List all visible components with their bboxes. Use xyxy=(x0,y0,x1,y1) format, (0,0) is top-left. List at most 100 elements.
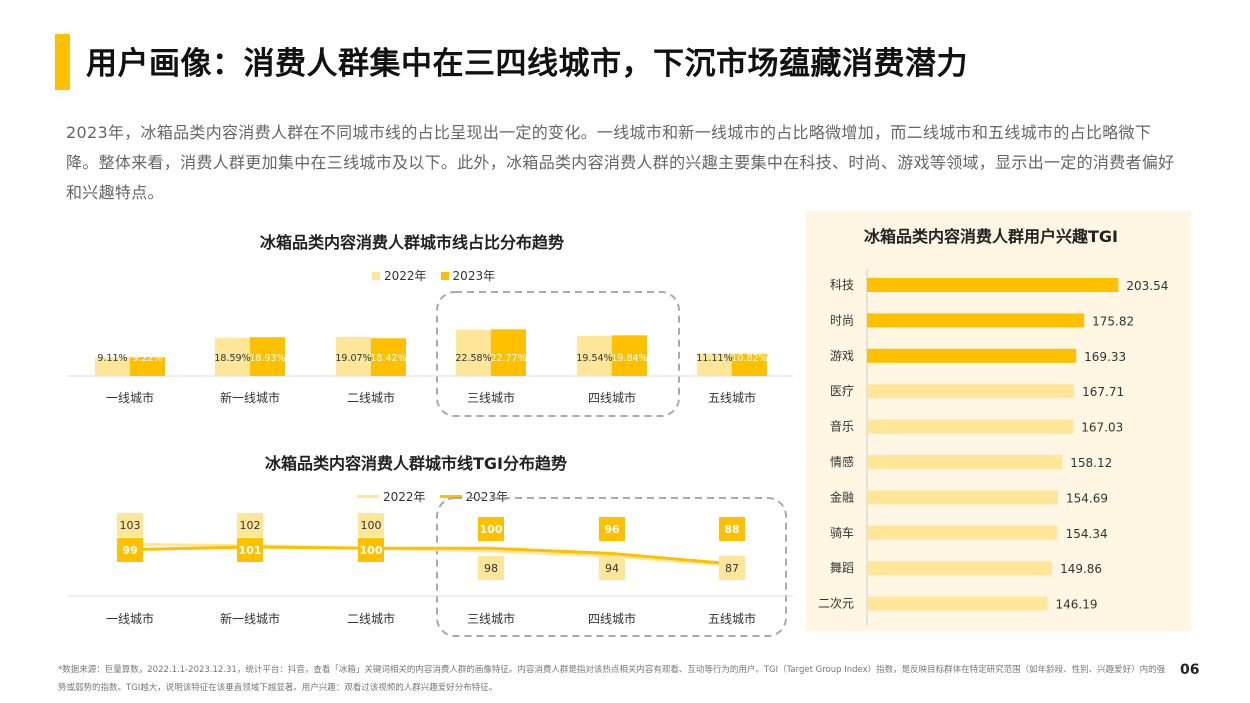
y-tick-label: 情感 xyxy=(830,454,854,469)
tgi-label-2022年-新一线城市: 102 xyxy=(240,519,261,532)
interest-bar-科技 xyxy=(867,278,1119,292)
y-tick-label: 医疗 xyxy=(830,384,854,398)
bar-label-2023年-一线城市: 9.22% xyxy=(132,353,162,364)
tgi-label-2022年-二线城市: 100 xyxy=(361,519,382,532)
y-tick-label: 骑车 xyxy=(830,525,854,540)
interest-tgi-bar-chart: 科技 203.54 时尚 175.82 游戏 169.33 医疗 167.71 音乐 167.03… xyxy=(818,269,1168,626)
bar-2022年-一线城市 xyxy=(95,357,130,376)
chart1-title: 冰箱品类内容消费人群城市线占比分布趋势 xyxy=(260,233,565,252)
y-tick-label: 金融 xyxy=(830,489,854,504)
tgi-label-2023年-一线城市: 99 xyxy=(122,544,137,557)
chart2-legend-2023-label: 2023年 xyxy=(465,490,509,504)
y-tick-label: 时尚 xyxy=(830,313,854,327)
chart2-legend-2023: 2023年 xyxy=(439,488,509,505)
bar-2022年-新一线城市 xyxy=(215,337,250,376)
x-tick-label: 四线城市 xyxy=(588,390,636,405)
interest-bar-骑车 xyxy=(867,525,1058,540)
tgi-box-2023年-三线城市 xyxy=(478,517,504,541)
chart2-title: 冰箱品类内容消费人群城市线TGI分布趋势 xyxy=(265,454,568,473)
bar-label-2022年-一线城市: 9.11% xyxy=(97,353,127,364)
chart2-legend-2022: 2022年 xyxy=(357,488,426,505)
tgi-label-2023年-二线城市: 100 xyxy=(360,544,383,557)
tgi-box-2023年-四线城市 xyxy=(599,517,625,541)
bar-label-2023年-新一线城市: 18.93% xyxy=(249,353,285,364)
x-tick-label: 五线城市 xyxy=(708,390,756,405)
chart1-legend-2022: 2022年 xyxy=(372,267,427,284)
bar-label-2023年-四线城市: 19.84% xyxy=(611,353,647,364)
interest-value-label: 169.33 xyxy=(1084,350,1126,364)
bar-label-2023年-三线城市: 22.77% xyxy=(490,353,526,364)
legend-line-2022 xyxy=(357,495,379,498)
bar-2022年-二线城市 xyxy=(336,336,371,376)
chart3-title: 冰箱品类内容消费人群用户兴趣TGI xyxy=(864,227,1119,246)
chart1-legend-2023-label: 2023年 xyxy=(452,269,496,283)
x-tick-label: 五线城市 xyxy=(708,611,756,626)
tgi-box-2022年-新一线城市 xyxy=(237,513,263,537)
interest-value-label: 149.86 xyxy=(1060,562,1102,576)
tgi-label-2022年-三线城市: 98 xyxy=(484,562,498,575)
interest-value-label: 154.34 xyxy=(1066,527,1108,541)
interest-bar-情感 xyxy=(867,455,1063,469)
interest-value-label: 154.69 xyxy=(1066,491,1108,505)
bar-2022年-三线城市 xyxy=(456,329,491,376)
interest-panel: 冰箱品类内容消费人群用户兴趣TGI 科技 203.54 时尚 175.82 游戏 169.… xyxy=(806,211,1191,631)
interest-value-label: 167.71 xyxy=(1082,385,1124,399)
x-tick-label: 三线城市 xyxy=(467,390,515,405)
tgi-box-2022年-一线城市 xyxy=(117,513,143,537)
legend-line-2023 xyxy=(439,495,462,498)
x-tick-label: 四线城市 xyxy=(588,611,636,626)
tgi-label-2022年-四线城市: 94 xyxy=(605,562,619,575)
bar-2023年-四线城市 xyxy=(612,335,647,376)
y-tick-label: 游戏 xyxy=(830,349,854,363)
footnote: *数据来源：巨量算数，2022.1.1-2023.12.31，统计平台：抖音，查… xyxy=(58,665,1166,693)
interest-bar-二次元 xyxy=(867,596,1048,611)
page-number: 06 xyxy=(1180,662,1200,678)
chart2-legend-2022-label: 2022年 xyxy=(383,490,426,504)
bar-label-2022年-四线城市: 19.54% xyxy=(576,353,612,364)
tgi-box-2022年-三线城市 xyxy=(478,556,504,580)
title-accent-bar xyxy=(55,34,70,90)
tgi-label-2023年-三线城市: 100 xyxy=(480,523,503,536)
page-title: 用户画像：消费人群集中在三四线城市，下沉市场蕴藏消费潜力 xyxy=(86,46,968,82)
line-2023年 xyxy=(129,545,733,566)
tgi-label-2023年-四线城市: 96 xyxy=(604,523,620,536)
interest-value-label: 158.12 xyxy=(1070,456,1112,470)
interest-bar-音乐 xyxy=(867,419,1074,434)
bar-label-2023年-五线城市: 10.82% xyxy=(731,353,767,364)
tgi-box-2022年-二线城市 xyxy=(358,513,384,537)
x-tick-label: 新一线城市 xyxy=(220,611,280,626)
y-tick-label: 科技 xyxy=(830,278,854,292)
city-tgi-line-chart: 103 99 一线城市 102 101 新一线城市 100 100 二线城市 98 100 三线城市 9… xyxy=(68,497,793,637)
x-tick-label: 一线城市 xyxy=(106,611,154,626)
tgi-box-2023年-二线城市 xyxy=(358,538,384,562)
tgi-label-2022年-一线城市: 103 xyxy=(120,519,141,532)
bar-label-2022年-三线城市: 22.58% xyxy=(455,353,491,364)
interest-value-label: 146.19 xyxy=(1056,598,1098,612)
x-tick-label: 二线城市 xyxy=(347,611,395,626)
x-tick-label: 三线城市 xyxy=(467,611,515,626)
bar-2023年-二线城市 xyxy=(371,338,406,376)
legend-swatch-2023 xyxy=(440,271,449,280)
tgi-box-2023年-一线城市 xyxy=(117,538,143,562)
interest-value-label: 175.82 xyxy=(1092,314,1134,328)
interest-bar-时尚 xyxy=(867,313,1085,328)
tgi-label-2023年-新一线城市: 101 xyxy=(239,544,262,557)
y-tick-label: 音乐 xyxy=(830,419,854,434)
bar-label-2022年-新一线城市: 18.59% xyxy=(214,353,250,364)
x-tick-label: 新一线城市 xyxy=(220,390,280,405)
y-tick-label: 舞蹈 xyxy=(830,561,854,575)
bar-2022年-四线城市 xyxy=(577,335,612,376)
tgi-box-2022年-五线城市 xyxy=(719,556,745,580)
interest-value-label: 203.54 xyxy=(1126,279,1168,293)
chart1-legend-2022-label: 2022年 xyxy=(384,269,427,283)
bar-label-2022年-二线城市: 19.07% xyxy=(335,353,371,364)
interest-bar-金融 xyxy=(867,490,1059,505)
interest-bar-游戏 xyxy=(867,348,1077,363)
intro-paragraph: 2023年，冰箱品类内容消费人群在不同城市线的占比呈现出一定的变化。一线城市和新… xyxy=(66,123,1175,202)
bar-2022年-五线城市 xyxy=(697,353,732,376)
chart1-legend: 2022年 2023年 xyxy=(372,267,495,284)
tgi-box-2023年-五线城市 xyxy=(719,517,745,541)
x-tick-label: 二线城市 xyxy=(347,390,395,405)
tgi-label-2023年-五线城市: 88 xyxy=(724,523,739,536)
chart2-legend: 2022年 2023年 xyxy=(357,488,508,505)
